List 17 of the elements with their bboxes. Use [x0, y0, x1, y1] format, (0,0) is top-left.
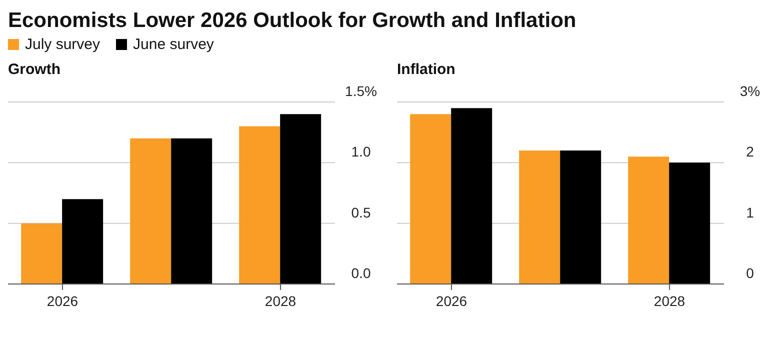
y-tick-label: 1 — [746, 204, 754, 220]
y-tick-label: 0.0 — [351, 265, 371, 281]
y-tick-label: 2 — [746, 144, 754, 160]
x-tick-label: 2026 — [436, 293, 468, 309]
chart-subtitle: Growth — [8, 61, 62, 78]
y-tick-label: 1.5% — [345, 83, 377, 99]
chart-title: Economists Lower 2026 Outlook for Growth and Inflation — [8, 8, 578, 34]
x-tick-label: 2028 — [654, 293, 686, 309]
chart-subtitle: Inflation — [397, 61, 456, 78]
y-tick-label: 0 — [746, 265, 754, 281]
x-tick-label: 2028 — [264, 293, 296, 309]
y-tick-label: 3% — [740, 83, 760, 99]
y-tick-label: 1.0 — [351, 144, 371, 160]
y-tick-label: 0.5 — [351, 204, 371, 220]
legend-label: July survey — [24, 36, 100, 53]
x-tick-label: 2026 — [46, 293, 78, 309]
legend-label: June survey — [132, 36, 214, 53]
